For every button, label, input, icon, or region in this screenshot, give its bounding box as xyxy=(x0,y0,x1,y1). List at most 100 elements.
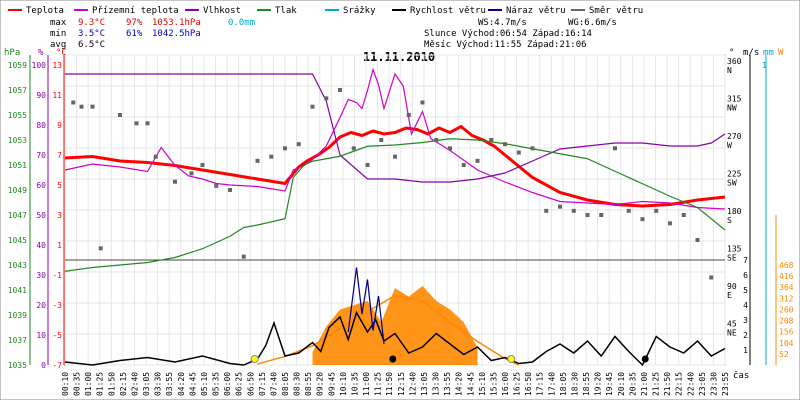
stats-max-label: max xyxy=(50,18,67,28)
wind-direction-point xyxy=(310,104,315,109)
axis-header-degc: °C xyxy=(56,48,67,58)
humidity-tick-label: 50 xyxy=(36,211,46,220)
wind-direction-point xyxy=(530,146,535,151)
stats-min-temp: 3.5°C xyxy=(78,29,105,39)
axis-header-w: W xyxy=(778,48,784,58)
wind-tick-label: 4 xyxy=(743,301,748,310)
x-tick-label: 00:10 xyxy=(61,372,70,396)
wind-tick-label: 2 xyxy=(743,331,748,340)
x-tick-label: 22:40 xyxy=(686,372,695,396)
x-tick-labels: 00:10 00:35 01:00 01:25 01:50 02:15 02:40 03:05… xyxy=(61,372,730,396)
x-tick-label: 13:55 xyxy=(443,372,452,396)
stats-min-hum: 61% xyxy=(126,29,143,39)
stats-max-press: 1053.1hPa xyxy=(152,18,201,28)
pressure-tick-label: 1057 xyxy=(8,86,27,95)
x-tick-label: 11:50 xyxy=(385,372,394,396)
wind-direction-point xyxy=(475,158,480,163)
direction-deg-label: 135 xyxy=(727,245,742,254)
x-tick-label: 02:15 xyxy=(119,372,128,396)
wind-direction-point xyxy=(448,146,452,151)
pressure-tick-label: 1047 xyxy=(8,211,27,220)
x-tick-label: 10:10 xyxy=(339,372,348,396)
legend-label-4: Srážky xyxy=(343,6,376,16)
legend-label-7: Směr větru xyxy=(589,6,643,16)
x-tick-label: 12:15 xyxy=(397,372,406,396)
x-tick-label: 18:30 xyxy=(570,372,579,396)
direction-deg-label: 315 xyxy=(727,95,742,104)
solar-tick-label: 208 xyxy=(779,317,794,326)
axis-header-cas: čas xyxy=(733,370,749,381)
stats-max-temp: 9.3°C xyxy=(78,18,105,28)
stats-min-label: min xyxy=(50,29,66,39)
x-tick-label: 11:25 xyxy=(374,372,383,396)
solar-tick-label: 312 xyxy=(779,294,794,303)
stats-min-press: 1042.5hPa xyxy=(152,29,201,39)
x-tick-label: 18:05 xyxy=(559,372,568,396)
wind-direction-point xyxy=(283,146,287,151)
wind-direction-point xyxy=(406,113,411,117)
sunset-marker xyxy=(507,355,516,363)
direction-name-label: NW xyxy=(727,104,737,113)
wind-direction-point xyxy=(338,88,342,92)
wind-tick-label: 5 xyxy=(743,286,748,295)
x-tick-label: 01:25 xyxy=(96,372,105,396)
x-tick-label: 21:25 xyxy=(652,372,661,396)
wind-direction-point xyxy=(134,121,139,126)
wind-direction-point xyxy=(228,188,232,192)
solar-tick-label: 364 xyxy=(779,283,794,292)
solar-tick-label: 104 xyxy=(779,339,794,348)
x-tick-label: 08:55 xyxy=(304,372,313,396)
series-line-5 xyxy=(347,267,385,345)
pressure-tick-label: 1045 xyxy=(8,236,27,245)
axis-header-hpa: hPa xyxy=(4,48,20,58)
temp-tick-label: -3 xyxy=(52,301,62,310)
series-line-0 xyxy=(64,124,726,208)
wind-direction-point xyxy=(365,163,370,167)
x-tick-label: 03:55 xyxy=(165,372,174,396)
stats-mesic: Měsíc Východ:11:55 Západ:21:06 xyxy=(424,40,587,50)
wind-direction-point xyxy=(640,217,645,222)
x-tick-label: 14:45 xyxy=(466,372,475,396)
x-tick-label: 07:40 xyxy=(269,372,278,396)
wind-tick-label: 3 xyxy=(743,316,748,325)
x-tick-label: 08:05 xyxy=(281,372,290,396)
pressure-tick-label: 1051 xyxy=(8,161,27,170)
x-tick-label: 16:25 xyxy=(513,372,522,396)
x-tick-label: 15:35 xyxy=(489,372,498,396)
wind-direction-point xyxy=(599,213,604,217)
wind-direction-point xyxy=(269,154,274,159)
pressure-tick-label: 1049 xyxy=(8,186,27,195)
direction-name-label: N xyxy=(727,66,732,75)
stats-wg: WG:6.6m/s xyxy=(568,18,617,28)
wind-direction-point xyxy=(214,183,219,188)
temp-tick-label: -7 xyxy=(52,361,62,370)
x-tick-label: 16:50 xyxy=(524,372,533,396)
direction-name-label: E xyxy=(727,291,732,300)
legend-label-5: Rychlost větru xyxy=(410,6,486,16)
humidity-tick-label: 0 xyxy=(41,361,46,370)
rain-tick-label: 1 xyxy=(762,61,767,70)
humidity-tick-label: 80 xyxy=(36,121,46,130)
pressure-tick-label: 1059 xyxy=(8,61,27,70)
wind-direction-point xyxy=(503,142,507,147)
x-tick-label: 03:30 xyxy=(154,372,163,396)
direction-deg-label: 90 xyxy=(727,282,737,291)
x-tick-label: 15:10 xyxy=(478,372,487,396)
moonrise-marker xyxy=(389,355,397,363)
wind-direction-point xyxy=(79,104,84,109)
direction-deg-label: 360 xyxy=(727,57,742,66)
x-tick-label: 17:15 xyxy=(536,372,545,396)
pressure-tick-label: 1039 xyxy=(8,311,27,320)
direction-deg-label: 270 xyxy=(727,132,742,141)
wind-direction-point xyxy=(296,142,301,147)
x-tick-label: 20:35 xyxy=(628,372,637,396)
solar-tick-label: 468 xyxy=(779,261,794,270)
x-tick-label: 03:05 xyxy=(142,372,151,396)
wind-direction-point xyxy=(695,238,700,242)
sunshine-area xyxy=(312,285,478,365)
x-tick-label: 05:10 xyxy=(200,372,209,396)
legend: Teplota Přízemní teplota Vlhkost Tlak Srážky… xyxy=(8,6,643,16)
wind-direction-point xyxy=(585,213,590,217)
